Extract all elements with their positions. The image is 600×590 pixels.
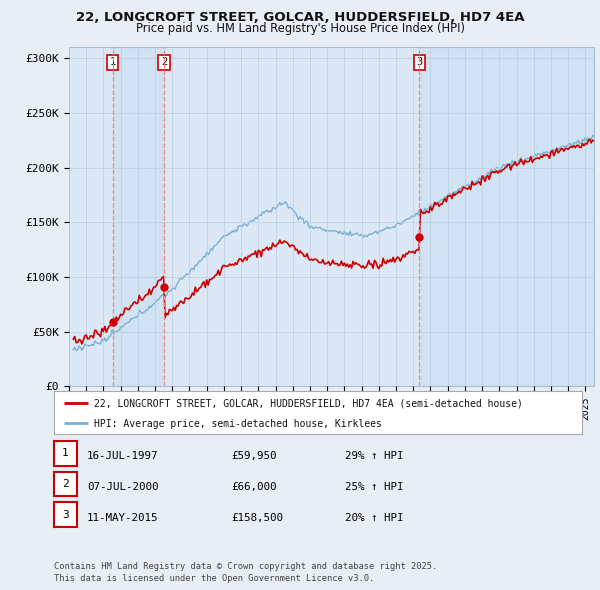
Text: 20% ↑ HPI: 20% ↑ HPI	[345, 513, 404, 523]
Text: 11-MAY-2015: 11-MAY-2015	[87, 513, 158, 523]
Text: 29% ↑ HPI: 29% ↑ HPI	[345, 451, 404, 461]
Text: 07-JUL-2000: 07-JUL-2000	[87, 482, 158, 492]
Text: 22, LONGCROFT STREET, GOLCAR, HUDDERSFIELD, HD7 4EA (semi-detached house): 22, LONGCROFT STREET, GOLCAR, HUDDERSFIE…	[94, 399, 523, 409]
Text: £158,500: £158,500	[231, 513, 283, 523]
Text: 1: 1	[62, 448, 69, 458]
Text: 1: 1	[110, 57, 116, 67]
Text: 25% ↑ HPI: 25% ↑ HPI	[345, 482, 404, 492]
Text: 16-JUL-1997: 16-JUL-1997	[87, 451, 158, 461]
Bar	[113, 47, 164, 386]
Text: £59,950: £59,950	[231, 451, 277, 461]
Text: 22, LONGCROFT STREET, GOLCAR, HUDDERSFIELD, HD7 4EA: 22, LONGCROFT STREET, GOLCAR, HUDDERSFIE…	[76, 11, 524, 24]
Text: £66,000: £66,000	[231, 482, 277, 492]
Text: 3: 3	[416, 57, 422, 67]
Text: 2: 2	[62, 479, 69, 489]
Text: Contains HM Land Registry data © Crown copyright and database right 2025.
This d: Contains HM Land Registry data © Crown c…	[54, 562, 437, 583]
Text: HPI: Average price, semi-detached house, Kirklees: HPI: Average price, semi-detached house,…	[94, 419, 382, 430]
Text: 2: 2	[161, 57, 167, 67]
Bar	[419, 47, 594, 386]
Text: Price paid vs. HM Land Registry's House Price Index (HPI): Price paid vs. HM Land Registry's House …	[136, 22, 464, 35]
Text: 3: 3	[62, 510, 69, 520]
